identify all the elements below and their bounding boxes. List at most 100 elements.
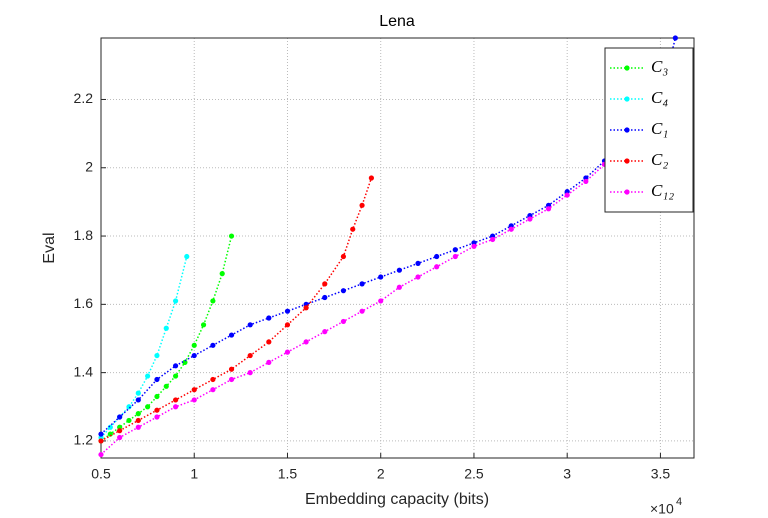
legend-label: C₁ <box>651 119 668 138</box>
data-point <box>340 253 347 260</box>
data-point <box>117 414 123 420</box>
x-tick-label: 0.5 <box>91 466 111 482</box>
data-point <box>378 274 384 280</box>
y-tick-label: 1.8 <box>74 227 94 243</box>
data-point <box>303 339 309 345</box>
data-point <box>434 253 440 260</box>
data-point <box>154 376 160 383</box>
data-point <box>98 451 104 458</box>
legend-marker <box>624 65 630 71</box>
data-point <box>228 233 235 239</box>
data-point <box>266 339 272 345</box>
data-point <box>545 206 552 212</box>
plot-area <box>101 38 694 458</box>
data-point <box>191 397 197 403</box>
data-point <box>247 322 253 328</box>
data-point <box>452 253 458 260</box>
legend-box <box>604 47 694 213</box>
data-point <box>672 35 678 41</box>
axes-box <box>100 37 695 459</box>
series-line <box>100 37 677 435</box>
data-point <box>98 438 104 444</box>
data-point <box>135 417 141 424</box>
chart-title: Lena <box>379 13 415 30</box>
data-point <box>471 243 477 249</box>
data-point <box>396 284 402 290</box>
data-point <box>172 363 179 369</box>
x-tick-label: 3.5 <box>651 466 671 482</box>
data-point <box>117 428 123 434</box>
data-point <box>200 322 207 328</box>
data-point <box>247 352 253 359</box>
data-point <box>228 376 235 383</box>
legend-label: C₃ <box>651 57 668 76</box>
data-point <box>163 325 169 331</box>
data-point <box>191 387 197 393</box>
data-point <box>490 236 496 243</box>
data-point <box>135 397 141 403</box>
data-point <box>322 329 328 335</box>
x-tick-label: 3 <box>563 466 571 482</box>
legend-marker <box>624 127 630 133</box>
legend-marker <box>624 158 630 164</box>
data-point <box>219 271 225 277</box>
data-point <box>145 373 151 379</box>
series-line <box>100 256 188 439</box>
x-tick-label: 1.5 <box>278 466 298 482</box>
data-point <box>135 390 141 396</box>
data-point <box>284 349 291 355</box>
data-point <box>247 370 253 376</box>
data-point <box>107 424 113 430</box>
x-tick-label: 1 <box>190 466 198 482</box>
data-point <box>154 393 160 400</box>
data-point <box>266 359 272 365</box>
data-point <box>154 414 160 420</box>
data-point <box>508 226 514 232</box>
data-point <box>184 253 190 260</box>
data-point <box>583 178 589 185</box>
data-point <box>359 281 365 287</box>
data-point <box>172 397 179 403</box>
legend-label: C₂ <box>651 150 668 169</box>
data-point <box>172 404 179 410</box>
y-axis-label: Eval <box>41 232 58 263</box>
data-point <box>378 298 384 304</box>
data-point <box>210 342 216 348</box>
data-point <box>135 424 141 430</box>
data-point <box>368 175 374 181</box>
data-point <box>415 260 421 266</box>
data-point <box>135 411 141 417</box>
x-axis-label: Embedding capacity (bits) <box>305 491 489 508</box>
y-tick-label: 2.2 <box>74 90 94 106</box>
data-point <box>415 274 421 280</box>
data-point <box>98 431 104 437</box>
data-point <box>322 281 328 287</box>
legend-label: C₄ <box>651 88 668 107</box>
x-multiplier: ×10 <box>650 501 674 517</box>
data-point <box>564 192 570 198</box>
data-point <box>228 366 235 372</box>
data-point <box>527 216 533 222</box>
data-point <box>266 315 272 321</box>
data-point <box>396 267 402 273</box>
data-point <box>117 434 123 441</box>
data-point <box>284 308 291 314</box>
data-point <box>210 298 216 304</box>
data-point <box>172 373 179 379</box>
legend-label: C₁₂ <box>651 181 674 200</box>
data-point <box>172 298 179 304</box>
data-point <box>350 226 356 232</box>
data-point <box>210 376 216 383</box>
y-tick-label: 1.2 <box>74 432 94 448</box>
data-point <box>340 288 347 294</box>
x-exponent: 4 <box>676 496 682 508</box>
data-point <box>191 342 197 348</box>
data-point <box>284 322 291 328</box>
data-point <box>452 247 458 253</box>
y-tick-label: 1.4 <box>74 363 94 379</box>
data-point <box>182 359 188 365</box>
data-point <box>154 407 160 413</box>
data-point <box>210 387 216 393</box>
data-point <box>191 352 197 359</box>
